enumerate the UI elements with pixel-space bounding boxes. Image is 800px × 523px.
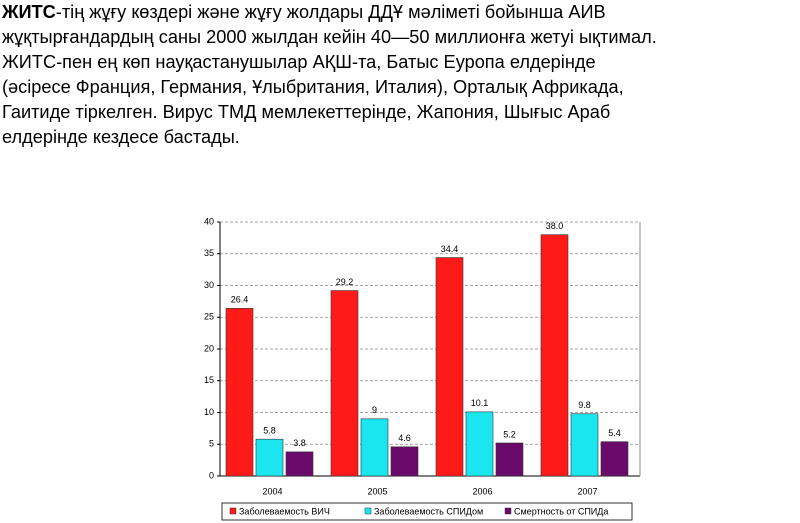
text-line: (әсіресе Франция, Германия, Ұлыбритания,… [2,75,657,100]
y-tick-label: 15 [204,375,214,385]
y-tick-label: 10 [204,407,214,417]
bar [285,451,314,477]
legend-swatch [364,507,372,515]
bold-term: ЖИТС [2,2,56,22]
bar [570,413,599,477]
text-span: жұқтырғандардың саны 2000 жылдан кейін 4… [2,27,657,47]
x-tick-label: 2006 [472,486,492,496]
legend-box [221,502,633,521]
data-label: 34.4 [441,244,459,254]
data-label: 5.8 [263,426,276,436]
data-label: 29.2 [336,277,354,287]
x-tick-label: 2004 [262,486,282,496]
y-tick-label: 20 [204,343,214,353]
bar [465,411,494,477]
bar [225,308,254,477]
y-tick-label: 40 [204,216,214,226]
x-tick-label: 2007 [577,486,597,496]
text-line: елдерінде кездесе бастады. [2,125,657,150]
legend-label: Заболеваемость ВИЧ [239,506,330,516]
legend-swatch [229,507,237,515]
legend-swatch [504,507,512,515]
legend-label: Заболеваемость СПИДом [374,506,483,516]
text-span: Гаитиде тіркелген. Вирус ТМД мемлекеттер… [2,102,611,122]
data-label: 26.4 [231,295,249,305]
data-label: 3.8 [293,438,306,448]
text-line: ЖИТС-тің жұғу көздері және жұғу жолдары … [2,0,657,25]
bar [360,418,389,477]
y-tick-label: 5 [209,439,214,449]
bar [600,441,629,477]
data-label: 9.8 [578,400,591,410]
y-tick-label: 30 [204,280,214,290]
bar [255,438,284,477]
y-tick-label: 25 [204,312,214,322]
bar [390,446,419,477]
y-tick-label: 35 [204,248,214,258]
data-label: 9 [372,405,377,415]
bar [495,442,524,477]
data-label: 5.2 [503,429,516,439]
text-span: -тің жұғу көздері және жұғу жолдары ДДҰ … [55,2,606,22]
text-line: ЖИТС-пен ең көп науқастанушылар АҚШ-та, … [2,50,657,75]
x-tick-label: 2005 [367,486,387,496]
data-label: 4.6 [398,433,411,443]
legend-label: Смертность от СПИДа [514,506,608,516]
text-span: елдерінде кездесе бастады. [2,127,240,147]
data-label: 38.0 [546,221,564,231]
bar [540,234,569,477]
bar [435,257,464,477]
text-line: Гаитиде тіркелген. Вирус ТМД мемлекеттер… [2,100,657,125]
y-tick-label: 0 [209,470,214,480]
data-label: 5.4 [608,428,621,438]
bar [330,290,359,477]
text-line: жұқтырғандардың саны 2000 жылдан кейін 4… [2,25,657,50]
data-label: 10.1 [471,398,489,408]
text-span: (әсіресе Франция, Германия, Ұлыбритания,… [2,77,624,97]
paragraph: ЖИТС-тің жұғу көздері және жұғу жолдары … [2,0,657,150]
text-span: ЖИТС-пен ең көп науқастанушылар АҚШ-та, … [2,52,596,72]
